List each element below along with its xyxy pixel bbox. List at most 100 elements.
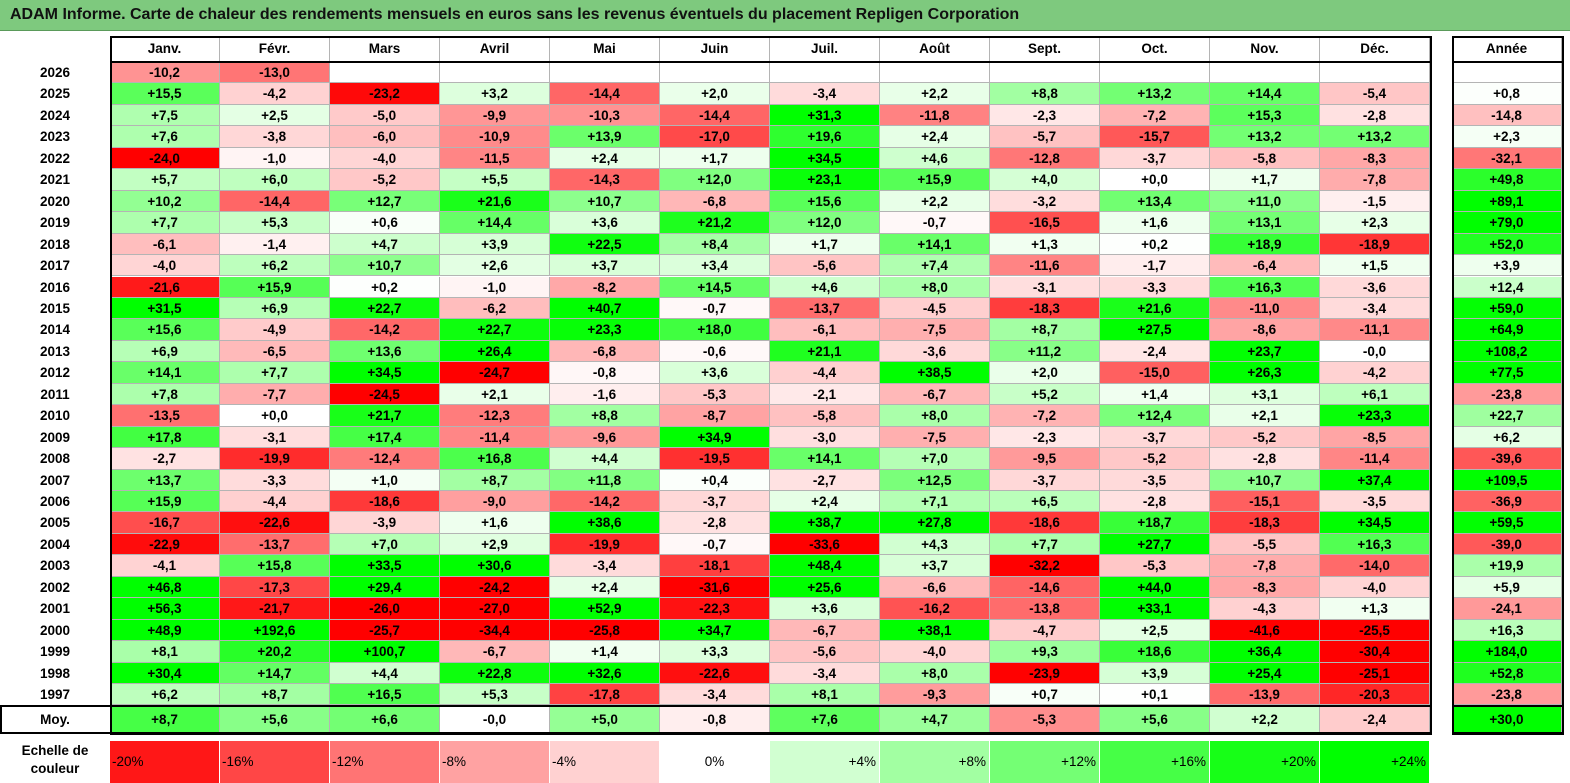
heatmap-cell: -14,0 [1320, 555, 1430, 577]
heatmap-cell: -2,7 [110, 448, 220, 470]
heatmap-cell: -3,1 [220, 426, 330, 449]
heatmap-cell: +3,1 [1210, 383, 1320, 406]
row-year-label: 2016 [0, 276, 110, 298]
color-scale-step: +24% [1320, 741, 1430, 783]
annual-cell: +184,0 [1452, 641, 1562, 663]
heatmap-cell: -2,8 [660, 512, 770, 534]
heatmap-cell: +11,0 [1210, 190, 1320, 213]
heatmap-cell: +1,3 [1320, 598, 1430, 620]
column-header-year: Année [1452, 36, 1562, 62]
heatmap-cell [1100, 62, 1210, 84]
heatmap-cell: +18,7 [1100, 512, 1210, 534]
heatmap-cell: -22,6 [660, 662, 770, 685]
heatmap-cell: -15,1 [1210, 491, 1320, 513]
heatmap-cell: -6,1 [770, 319, 880, 341]
heatmap-cell: +5,5 [440, 169, 550, 191]
heatmap-cell: -5,4 [1320, 83, 1430, 105]
heatmap-cell: +10,2 [110, 190, 220, 213]
annual-cell: +59,0 [1452, 297, 1562, 320]
heatmap-cell: +7,7 [220, 362, 330, 384]
annual-cell: +64,9 [1452, 319, 1562, 341]
row-year-label: 2003 [0, 555, 110, 577]
heatmap-cell: -20,3 [1320, 684, 1430, 706]
heatmap-cell: +15,6 [770, 190, 880, 213]
column-header: Oct. [1100, 36, 1210, 62]
annual-cell: +22,7 [1452, 405, 1562, 427]
heatmap-cell: -4,4 [220, 491, 330, 513]
heatmap-cell: -5,2 [1210, 426, 1320, 449]
heatmap-cell: -4,2 [1320, 362, 1430, 384]
heatmap-cell: +1,5 [1320, 255, 1430, 277]
heatmap-cell: +2,4 [550, 147, 660, 170]
heatmap-cell: -27,0 [440, 598, 550, 620]
heatmap-cell: +1,0 [330, 469, 440, 491]
heatmap-cell: -13,7 [220, 533, 330, 556]
heatmap-cell: +4,7 [330, 233, 440, 256]
heatmap-cell: -8,7 [660, 405, 770, 427]
heatmap-cell: -7,7 [220, 383, 330, 406]
heatmap-cell: -12,4 [330, 448, 440, 470]
heatmap-cell: -25,5 [1320, 619, 1430, 642]
heatmap-cell: +37,4 [1320, 469, 1430, 491]
row-year-label: 1998 [0, 662, 110, 685]
heatmap-cell: -25,1 [1320, 662, 1430, 685]
heatmap-cell: +14,1 [110, 362, 220, 384]
heatmap-cell: -18,9 [1320, 233, 1430, 256]
heatmap-cell: +2,1 [440, 383, 550, 406]
column-header: Août [880, 36, 990, 62]
heatmap-cell: +27,8 [880, 512, 990, 534]
heatmap-cell: +6,1 [1320, 383, 1430, 406]
heatmap-cell: +5,7 [110, 169, 220, 191]
heatmap-cell: -4,3 [1210, 598, 1320, 620]
heatmap-cell: -14,2 [550, 491, 660, 513]
annual-cell: +2,3 [1452, 126, 1562, 148]
heatmap-cell: -7,8 [1320, 169, 1430, 191]
heatmap-cell: -3,4 [770, 83, 880, 105]
heatmap-cell: -10,3 [550, 104, 660, 127]
row-year-label: 2000 [0, 619, 110, 642]
annual-cell: +49,8 [1452, 169, 1562, 191]
column-header: Févr. [220, 36, 330, 62]
annual-cell: +19,9 [1452, 555, 1562, 577]
heatmap-cell: +1,7 [660, 147, 770, 170]
heatmap-cell: +38,1 [880, 619, 990, 642]
annual-cell: -14,8 [1452, 104, 1562, 127]
heatmap-cell: +6,9 [110, 340, 220, 363]
heatmap-cell: -22,9 [110, 533, 220, 556]
heatmap-cell: -24,0 [110, 147, 220, 170]
column-header: Mars [330, 36, 440, 62]
heatmap-cell: -18,1 [660, 555, 770, 577]
heatmap-cell: -4,2 [220, 83, 330, 105]
heatmap-cell: +31,3 [770, 104, 880, 127]
heatmap-cell: -3,7 [1100, 426, 1210, 449]
heatmap-cell: +13,1 [1210, 212, 1320, 234]
heatmap-cell: +15,5 [110, 83, 220, 105]
heatmap-cell: +23,1 [770, 169, 880, 191]
heatmap-cell: +44,0 [1100, 576, 1210, 599]
row-year-label: 2018 [0, 233, 110, 256]
heatmap-cell: -9,5 [990, 448, 1100, 470]
heatmap-cell: +11,8 [550, 469, 660, 491]
heatmap-cell: +32,6 [550, 662, 660, 685]
heatmap-cell: +46,8 [110, 576, 220, 599]
heatmap-cell: -3,1 [990, 276, 1100, 298]
heatmap-cell: -3,4 [770, 662, 880, 685]
heatmap-cell: -18,6 [330, 491, 440, 513]
heatmap-cell: +2,3 [1320, 212, 1430, 234]
heatmap-cell: +33,1 [1100, 598, 1210, 620]
heatmap-cell: +26,3 [1210, 362, 1320, 384]
heatmap-cell: -0,8 [550, 362, 660, 384]
heatmap-cell: -1,7 [1100, 255, 1210, 277]
heatmap-cell: -32,2 [990, 555, 1100, 577]
heatmap-cell: -2,8 [1320, 104, 1430, 127]
average-annual-cell: +30,0 [1452, 705, 1562, 733]
annual-cell: -39,0 [1452, 533, 1562, 556]
row-year-label: 2009 [0, 426, 110, 449]
heatmap-cell: -4,0 [110, 255, 220, 277]
heatmap-cell: +18,6 [1100, 641, 1210, 663]
heatmap-cell: -8,3 [1320, 147, 1430, 170]
row-year-label: 2017 [0, 255, 110, 277]
row-year-label: 2023 [0, 126, 110, 148]
heatmap-cell: -6,7 [440, 641, 550, 663]
heatmap-cell: -6,0 [330, 126, 440, 148]
